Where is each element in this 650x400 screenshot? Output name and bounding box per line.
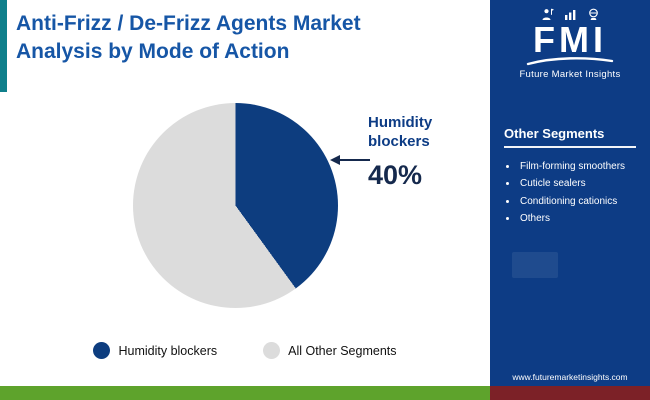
legend-label: Humidity blockers (118, 343, 218, 358)
bar-chart-icon (564, 10, 575, 20)
pie-callout: Humidity blockers 40% (368, 114, 458, 191)
chart-legend: Humidity blockers All Other Segments (0, 342, 490, 359)
list-item: Others (518, 210, 636, 228)
legend-swatch-blue (93, 342, 111, 359)
list-item: Conditioning cationics (518, 193, 636, 211)
legend-label: All Other Segments (288, 343, 397, 358)
logo-icons (490, 7, 650, 21)
legend-item-all-other-segments: All Other Segments (263, 342, 397, 359)
page-title-line2: Analysis by Mode of Action (16, 40, 290, 64)
list-item: Film-forming smoothers (518, 158, 636, 176)
legend-item-humidity-blockers: Humidity blockers (93, 342, 217, 359)
other-segments-list: Film-forming smoothers Cuticle sealers C… (504, 158, 636, 228)
pie-chart (133, 103, 338, 308)
bottom-bar-green (0, 386, 490, 400)
page-title-line1: Anti-Frizz / De-Frizz Agents Market (16, 12, 361, 35)
callout-arrow-icon (330, 155, 370, 165)
logo-abbr: FMI (533, 19, 607, 60)
website-link[interactable]: www.futuremarketinsights.com (512, 372, 628, 382)
decorative-box (512, 252, 558, 278)
bottom-bar-maroon (490, 386, 650, 400)
page-title: Anti-Frizz / De-Frizz Agents Market Anal… (16, 10, 476, 67)
person-flag-icon (542, 8, 554, 20)
globe-icon (588, 8, 598, 20)
sidebar: FMI Future Market Insights Other Segment… (490, 0, 650, 386)
header-accent-bar (0, 0, 7, 92)
callout-value: 40% (368, 159, 423, 190)
fmi-logo: FMI Future Market Insights (490, 0, 650, 80)
logo-swoosh-icon (526, 56, 614, 65)
other-segments-heading: Other Segments (504, 126, 636, 148)
legend-swatch-gray (263, 342, 281, 359)
callout-label: Humidity blockers (368, 114, 433, 150)
logo-name: Future Market Insights (519, 68, 621, 80)
other-segments-section: Other Segments Film-forming smoothers Cu… (490, 126, 650, 228)
list-item: Cuticle sealers (518, 175, 636, 193)
